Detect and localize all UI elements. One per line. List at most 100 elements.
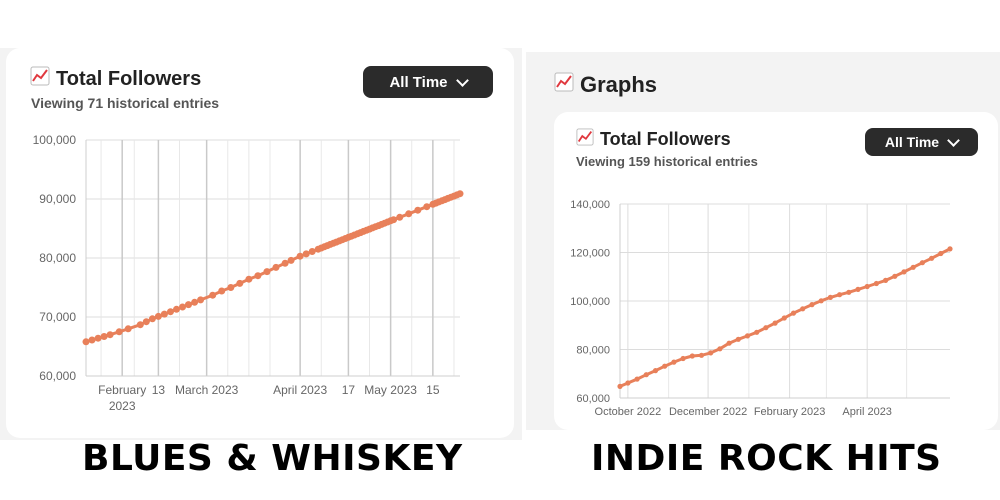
data-point[interactable] bbox=[405, 210, 413, 218]
x-tick-label: February bbox=[98, 383, 146, 397]
data-point[interactable] bbox=[82, 338, 90, 346]
data-point[interactable] bbox=[662, 363, 668, 369]
data-point[interactable] bbox=[818, 298, 824, 304]
data-point[interactable] bbox=[800, 306, 806, 312]
data-point[interactable] bbox=[218, 287, 226, 295]
data-point[interactable] bbox=[191, 298, 199, 306]
data-point[interactable] bbox=[136, 321, 144, 329]
right-playlist-name: INDIE ROCK HITS bbox=[591, 438, 942, 479]
data-point[interactable] bbox=[209, 291, 217, 299]
data-point[interactable] bbox=[94, 334, 102, 342]
data-point[interactable] bbox=[617, 383, 623, 389]
data-point[interactable] bbox=[185, 301, 192, 309]
right-time-range-dropdown[interactable]: All Time bbox=[865, 128, 978, 156]
data-point[interactable] bbox=[680, 355, 686, 362]
data-point[interactable] bbox=[781, 315, 787, 321]
data-point[interactable] bbox=[772, 320, 778, 326]
data-point[interactable] bbox=[708, 350, 714, 356]
data-point[interactable] bbox=[179, 303, 186, 311]
data-point[interactable] bbox=[396, 213, 404, 221]
data-point[interactable] bbox=[197, 296, 205, 304]
data-point[interactable] bbox=[308, 248, 316, 255]
left-playlist-name: BLUES & WHISKEY bbox=[82, 438, 463, 479]
data-point[interactable] bbox=[938, 250, 944, 257]
data-point[interactable] bbox=[717, 346, 723, 352]
graphs-section-title: Graphs bbox=[554, 72, 657, 98]
data-point[interactable] bbox=[763, 325, 769, 331]
data-point[interactable] bbox=[263, 268, 271, 276]
data-point[interactable] bbox=[227, 284, 235, 291]
y-tick-label: 100,000 bbox=[33, 133, 77, 147]
data-point[interactable] bbox=[698, 352, 705, 358]
data-point[interactable] bbox=[671, 359, 677, 365]
data-point[interactable] bbox=[281, 259, 289, 267]
data-point[interactable] bbox=[173, 305, 180, 313]
left-card-title-text: Total Followers bbox=[56, 67, 202, 90]
data-point[interactable] bbox=[296, 252, 304, 260]
data-point[interactable] bbox=[106, 331, 114, 339]
data-point[interactable] bbox=[88, 336, 96, 344]
left-dropdown-label: All Time bbox=[389, 73, 448, 91]
data-point[interactable] bbox=[910, 264, 916, 270]
right-dropdown-label: All Time bbox=[884, 134, 940, 150]
data-point[interactable] bbox=[148, 315, 156, 323]
data-point[interactable] bbox=[287, 256, 295, 264]
data-point[interactable] bbox=[754, 329, 760, 335]
data-point[interactable] bbox=[846, 289, 852, 295]
data-point[interactable] bbox=[625, 380, 631, 386]
data-point[interactable] bbox=[245, 275, 253, 283]
data-point[interactable] bbox=[864, 283, 870, 290]
data-point[interactable] bbox=[744, 333, 751, 339]
x-tick-label: 13 bbox=[152, 383, 166, 397]
data-point[interactable] bbox=[837, 292, 843, 298]
data-point[interactable] bbox=[100, 333, 108, 340]
data-point[interactable] bbox=[947, 246, 953, 252]
data-point[interactable] bbox=[689, 353, 695, 359]
x-tick-label: 17 bbox=[342, 383, 356, 397]
data-point[interactable] bbox=[142, 318, 150, 326]
data-point[interactable] bbox=[634, 376, 640, 382]
left-time-range-dropdown[interactable]: All Time bbox=[363, 66, 493, 98]
data-point[interactable] bbox=[390, 216, 398, 224]
y-tick-label: 120,000 bbox=[570, 248, 610, 260]
data-point[interactable] bbox=[414, 206, 422, 214]
data-point[interactable] bbox=[423, 203, 431, 211]
data-point[interactable] bbox=[827, 294, 833, 300]
y-tick-label: 60,000 bbox=[576, 393, 610, 405]
x-tick-label: December 2022 bbox=[669, 406, 747, 418]
data-point[interactable] bbox=[456, 190, 464, 198]
data-point[interactable] bbox=[167, 308, 174, 316]
x-tick-label: May 2023 bbox=[364, 383, 417, 397]
data-point[interactable] bbox=[726, 340, 732, 346]
data-point[interactable] bbox=[919, 260, 925, 266]
right-followers-chart: 140,000 120,000 100,000 80,000 60,000October… bbox=[570, 199, 953, 418]
data-point[interactable] bbox=[154, 312, 162, 320]
data-point[interactable] bbox=[124, 325, 132, 333]
data-point[interactable] bbox=[892, 273, 898, 279]
y-tick-label: 90,000 bbox=[39, 192, 76, 206]
data-point[interactable] bbox=[652, 368, 659, 374]
data-point[interactable] bbox=[643, 372, 649, 378]
data-point[interactable] bbox=[790, 310, 797, 316]
data-point[interactable] bbox=[901, 269, 907, 275]
data-point[interactable] bbox=[929, 255, 935, 261]
data-point[interactable] bbox=[160, 310, 168, 318]
data-point[interactable] bbox=[272, 263, 280, 271]
chart-increasing-icon bbox=[576, 128, 594, 151]
data-point[interactable] bbox=[254, 272, 262, 280]
y-tick-label: 60,000 bbox=[39, 369, 76, 383]
y-tick-label: 80,000 bbox=[576, 345, 610, 357]
left-card-title: Total Followers bbox=[30, 66, 201, 92]
data-point[interactable] bbox=[236, 279, 244, 287]
data-point[interactable] bbox=[735, 336, 741, 342]
data-point[interactable] bbox=[809, 302, 815, 308]
graphs-section-title-text: Graphs bbox=[580, 72, 658, 97]
data-point[interactable] bbox=[115, 328, 123, 336]
data-point[interactable] bbox=[873, 280, 879, 287]
data-point[interactable] bbox=[855, 286, 861, 292]
data-point[interactable] bbox=[302, 250, 310, 258]
data-point[interactable] bbox=[883, 277, 889, 283]
y-tick-label: 140,000 bbox=[570, 199, 610, 211]
y-tick-label: 100,000 bbox=[570, 296, 610, 308]
left-entries-subtitle: Viewing 71 historical entries bbox=[31, 95, 220, 111]
